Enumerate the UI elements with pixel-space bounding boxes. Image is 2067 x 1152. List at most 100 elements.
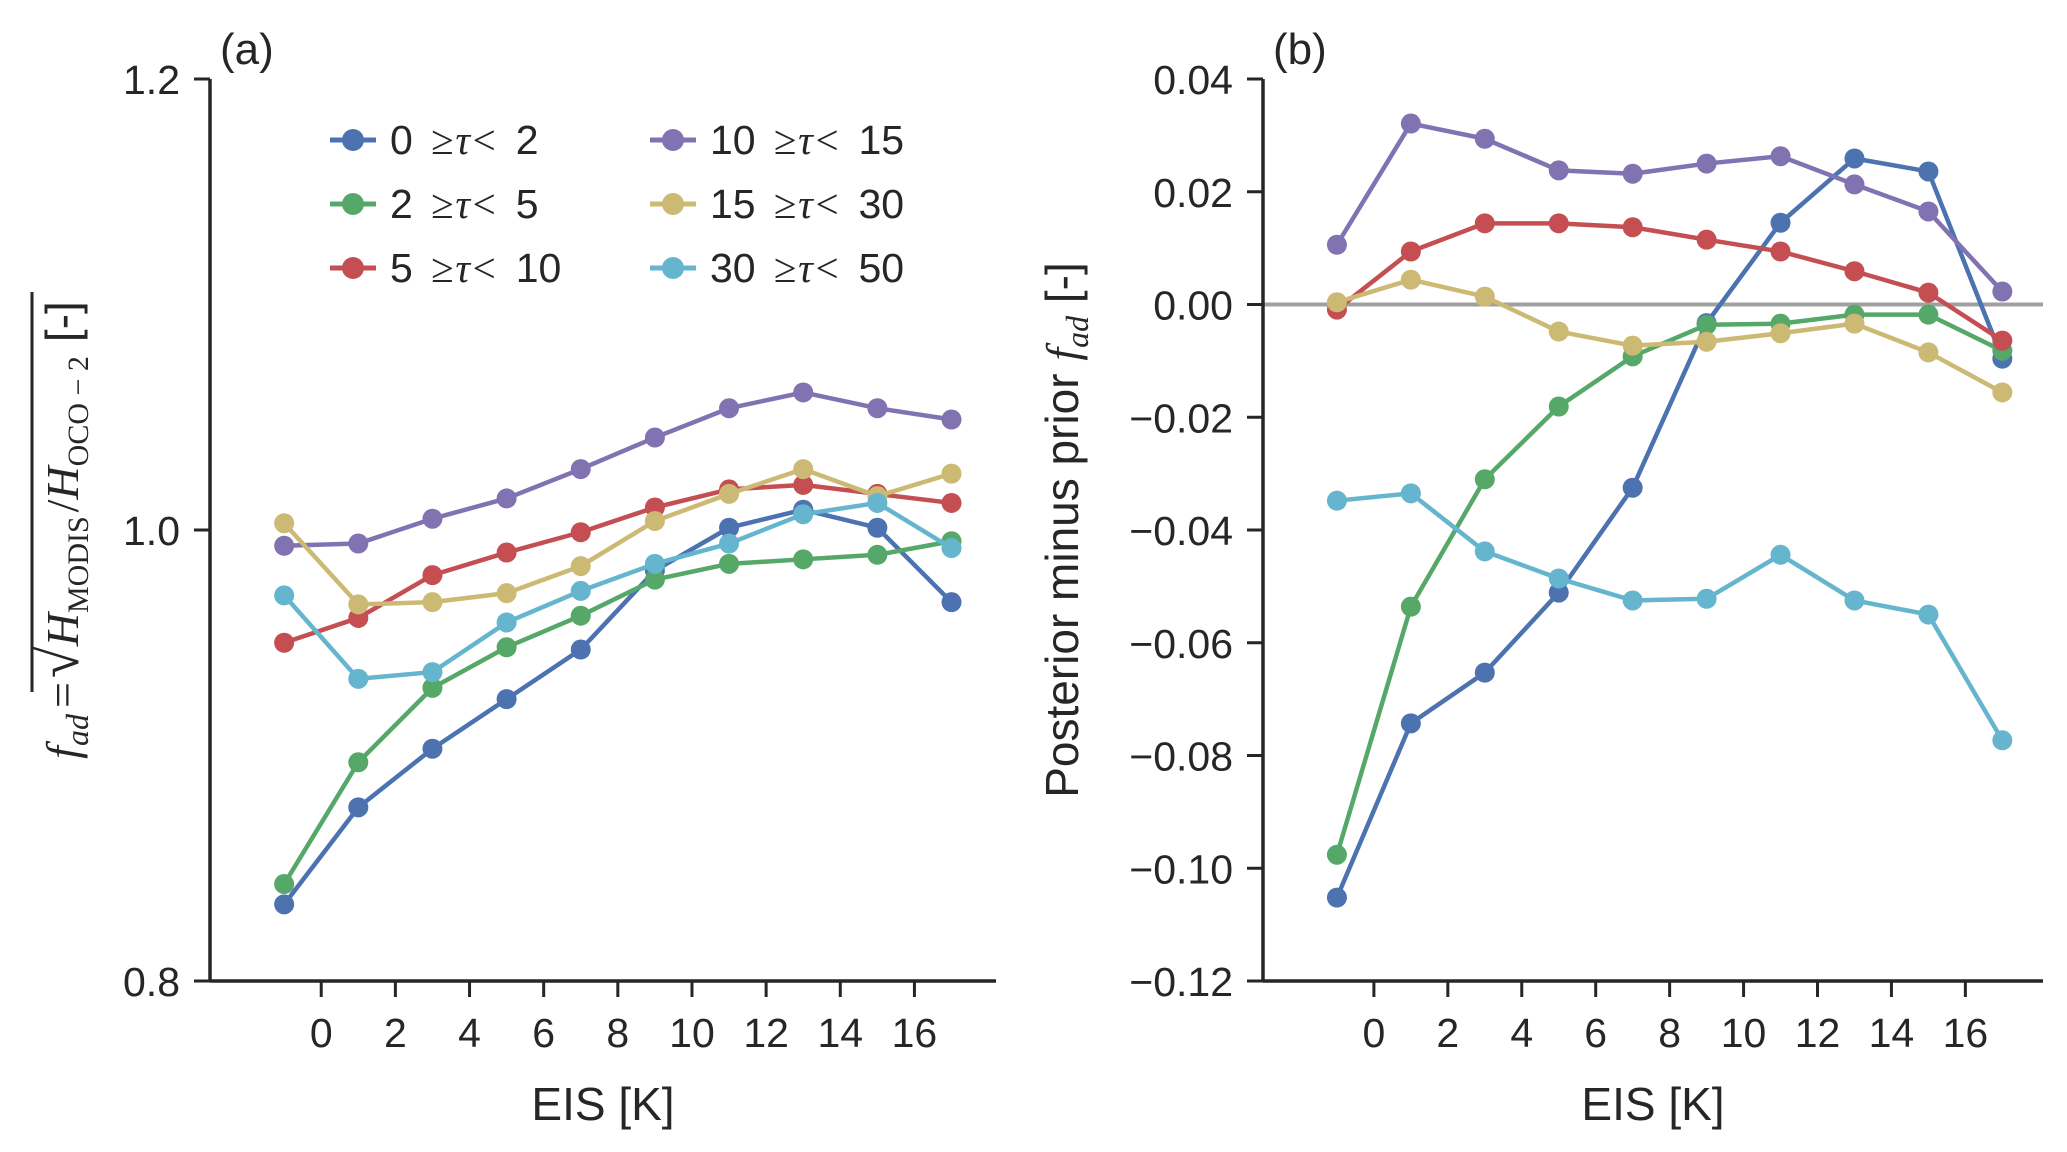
x-tick-label: 16 xyxy=(1943,1010,1989,1056)
legend-item: 0 ≥τ< 2 xyxy=(330,117,539,163)
panel-a-axes: 0.8 1.0 1.2 0 2 4 6 8 10 12 14 16 xyxy=(123,57,996,1056)
data-point xyxy=(867,517,888,538)
series-line xyxy=(282,507,954,906)
data-point xyxy=(1622,217,1643,238)
data-point xyxy=(1548,213,1569,234)
series-b-5 xyxy=(1326,483,2013,751)
data-point xyxy=(570,459,591,480)
data-point xyxy=(941,538,962,559)
ylabel-text: Posterior minus prior xyxy=(1036,361,1088,798)
data-point xyxy=(496,612,517,633)
data-point xyxy=(1400,269,1421,290)
data-point xyxy=(274,535,295,556)
legend-item: 15 ≥τ< 30 xyxy=(650,181,904,227)
data-point xyxy=(1548,582,1569,603)
data-point xyxy=(1474,128,1495,149)
data-point xyxy=(1770,241,1791,262)
legend-marker xyxy=(662,257,684,279)
series-a-5 xyxy=(274,492,962,689)
series-b-0 xyxy=(1326,148,2013,908)
legend-label: 0 ≥τ< 2 xyxy=(390,117,539,163)
data-point xyxy=(1548,321,1569,342)
y-tick-label: 0.02 xyxy=(1153,170,1233,216)
data-point xyxy=(793,459,814,480)
data-point xyxy=(1770,212,1791,233)
y-tick-label: −0.12 xyxy=(1129,959,1233,1005)
ylabel-unit: [-] xyxy=(1036,262,1088,316)
y-tick-label: −0.04 xyxy=(1129,508,1233,554)
series-line xyxy=(1334,156,2005,899)
data-point xyxy=(1548,568,1569,589)
data-point xyxy=(1548,160,1569,181)
data-point xyxy=(1918,201,1939,222)
data-point xyxy=(422,662,443,683)
data-point xyxy=(1992,330,2013,351)
panel-a-y-axis-label: fad=√HMODIS/HOCO − 2[-] xyxy=(26,292,95,759)
series-line xyxy=(1336,277,2004,395)
legend-item: 30 ≥τ< 50 xyxy=(650,245,904,291)
series-line xyxy=(283,482,952,645)
data-point xyxy=(1622,163,1643,184)
legend-marker xyxy=(342,129,364,151)
series-line xyxy=(1336,491,2005,742)
data-point xyxy=(1326,292,1347,313)
data-point xyxy=(644,427,665,448)
y-tick-label: 1.2 xyxy=(123,57,180,103)
x-tick-label: 4 xyxy=(458,1010,481,1056)
data-point xyxy=(1844,261,1865,282)
series-line xyxy=(282,466,953,607)
data-point xyxy=(644,510,665,531)
panel-a-series-layer xyxy=(274,382,962,915)
data-point xyxy=(1474,541,1495,562)
data-point xyxy=(719,517,740,538)
x-tick-label: 8 xyxy=(606,1010,629,1056)
legend: 0 ≥τ< 2 2 ≥τ< 5 5 ≥τ< 10 10 ≥τ< 15 15 ≥τ< 30 30 ≥τ< 50 xyxy=(330,117,904,291)
x-tick-label: 6 xyxy=(1584,1010,1607,1056)
panel-a: (a) 0.81.01.20 2 4 6 8 10 12 14 16 EIS [K] fad=√… xyxy=(26,25,996,1130)
data-point xyxy=(422,677,443,698)
data-point xyxy=(422,592,443,613)
x-tick-label: 16 xyxy=(892,1010,938,1056)
data-point xyxy=(1918,161,1939,182)
data-point xyxy=(348,752,369,773)
legend-marker xyxy=(342,193,364,215)
data-point xyxy=(1400,483,1421,504)
data-point xyxy=(1548,396,1569,417)
data-point xyxy=(1400,713,1421,734)
data-point xyxy=(1474,286,1495,307)
legend-label: 2 ≥τ< 5 xyxy=(390,181,539,227)
y-tick-label: −0.10 xyxy=(1129,846,1233,892)
data-point xyxy=(644,553,665,574)
data-point xyxy=(941,492,962,513)
x-tick-label: 2 xyxy=(1436,1010,1459,1056)
series-line xyxy=(1335,221,2004,343)
data-point xyxy=(422,738,443,759)
data-point xyxy=(719,398,740,419)
data-point xyxy=(496,488,517,509)
x-tick-label: 8 xyxy=(1658,1010,1681,1056)
data-point xyxy=(793,382,814,403)
panel-a-x-axis-label: EIS [K] xyxy=(531,1078,674,1130)
legend-label: 5 ≥τ< 10 xyxy=(390,245,561,291)
legend-label: 10 ≥τ< 15 xyxy=(710,117,904,163)
data-point xyxy=(1992,281,2013,302)
panel-a-label: (a) xyxy=(220,25,274,74)
data-point xyxy=(1770,544,1791,565)
x-tick-label: 10 xyxy=(669,1010,715,1056)
series-line xyxy=(284,390,952,549)
series-a-3 xyxy=(274,382,962,556)
data-point xyxy=(1770,146,1791,167)
data-point xyxy=(867,492,888,513)
svg-text:Posterior minus prior fad [-]: Posterior minus prior fad [-] xyxy=(1036,262,1095,798)
data-point xyxy=(941,409,962,430)
data-point xyxy=(1474,213,1495,234)
data-point xyxy=(496,637,517,658)
y-tick-label: 0.00 xyxy=(1153,283,1233,329)
data-point xyxy=(348,668,369,689)
data-point xyxy=(793,549,814,570)
data-point xyxy=(1474,469,1495,490)
data-point xyxy=(274,513,295,534)
data-point xyxy=(1474,662,1495,683)
ylabel-slash: / xyxy=(37,499,88,512)
